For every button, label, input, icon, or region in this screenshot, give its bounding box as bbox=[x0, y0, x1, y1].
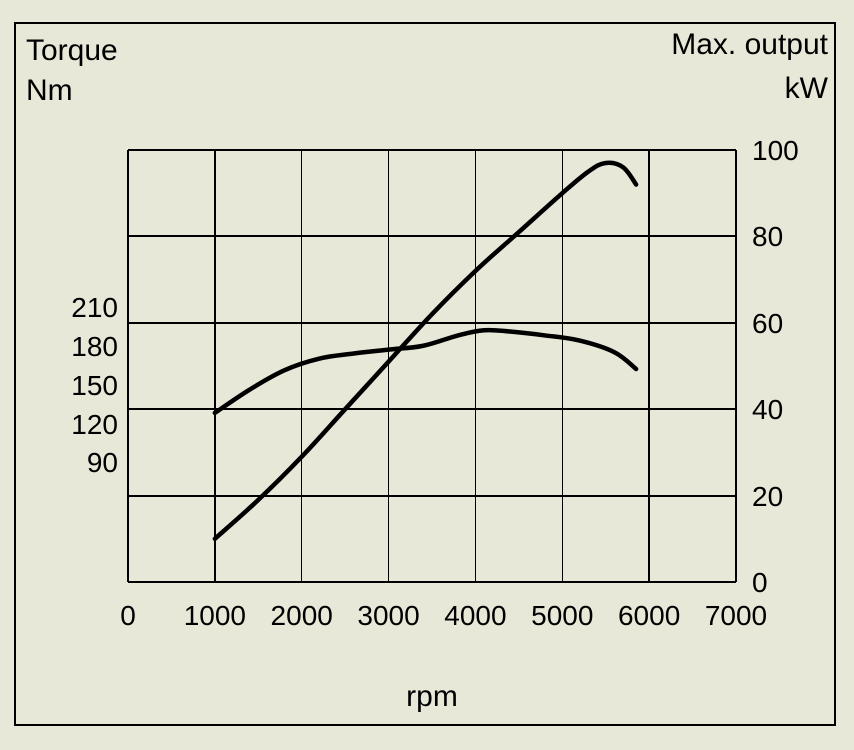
grid-vline bbox=[127, 150, 129, 582]
torque-curve bbox=[215, 330, 636, 413]
power-curve bbox=[215, 163, 636, 539]
grid-hline bbox=[128, 235, 736, 237]
grid-vline bbox=[214, 150, 216, 582]
left-tick-label: 150 bbox=[71, 370, 118, 402]
right-tick-label: 20 bbox=[752, 481, 783, 513]
output-title-label: Max. output bbox=[671, 28, 828, 62]
output-unit-label: kW bbox=[785, 72, 828, 106]
left-tick-label: 90 bbox=[87, 447, 118, 479]
x-tick-label: 2000 bbox=[257, 600, 347, 632]
x-tick-label: 1000 bbox=[170, 600, 260, 632]
grid-vline bbox=[475, 150, 477, 582]
curves-svg bbox=[128, 150, 736, 582]
grid-vline bbox=[388, 150, 390, 582]
x-tick-label: 7000 bbox=[691, 600, 781, 632]
right-tick-label: 40 bbox=[752, 394, 783, 426]
left-tick-label: 120 bbox=[71, 409, 118, 441]
torque-unit-label: Nm bbox=[26, 74, 73, 108]
grid-vline bbox=[562, 150, 564, 582]
grid-hline bbox=[128, 495, 736, 497]
x-axis-label: rpm bbox=[0, 680, 854, 714]
grid-hline bbox=[128, 149, 736, 151]
torque-title-label: Torque bbox=[26, 34, 118, 68]
chart-page: Torque Nm Max. output kW rpm 01000200030… bbox=[0, 0, 854, 750]
x-tick-label: 5000 bbox=[517, 600, 607, 632]
right-tick-label: 80 bbox=[752, 221, 783, 253]
x-tick-label: 0 bbox=[83, 600, 173, 632]
grid-vline bbox=[648, 150, 650, 582]
x-tick-label: 4000 bbox=[430, 600, 520, 632]
plot-area bbox=[128, 150, 736, 582]
left-tick-label: 180 bbox=[71, 331, 118, 363]
left-tick-label: 210 bbox=[71, 292, 118, 324]
right-tick-label: 100 bbox=[752, 135, 799, 167]
x-tick-label: 3000 bbox=[344, 600, 434, 632]
grid-hline bbox=[128, 322, 736, 324]
grid-hline bbox=[128, 408, 736, 410]
grid-hline bbox=[128, 581, 736, 583]
grid-vline bbox=[735, 150, 737, 582]
right-tick-label: 0 bbox=[752, 567, 768, 599]
right-tick-label: 60 bbox=[752, 308, 783, 340]
grid-vline bbox=[301, 150, 303, 582]
x-tick-label: 6000 bbox=[604, 600, 694, 632]
